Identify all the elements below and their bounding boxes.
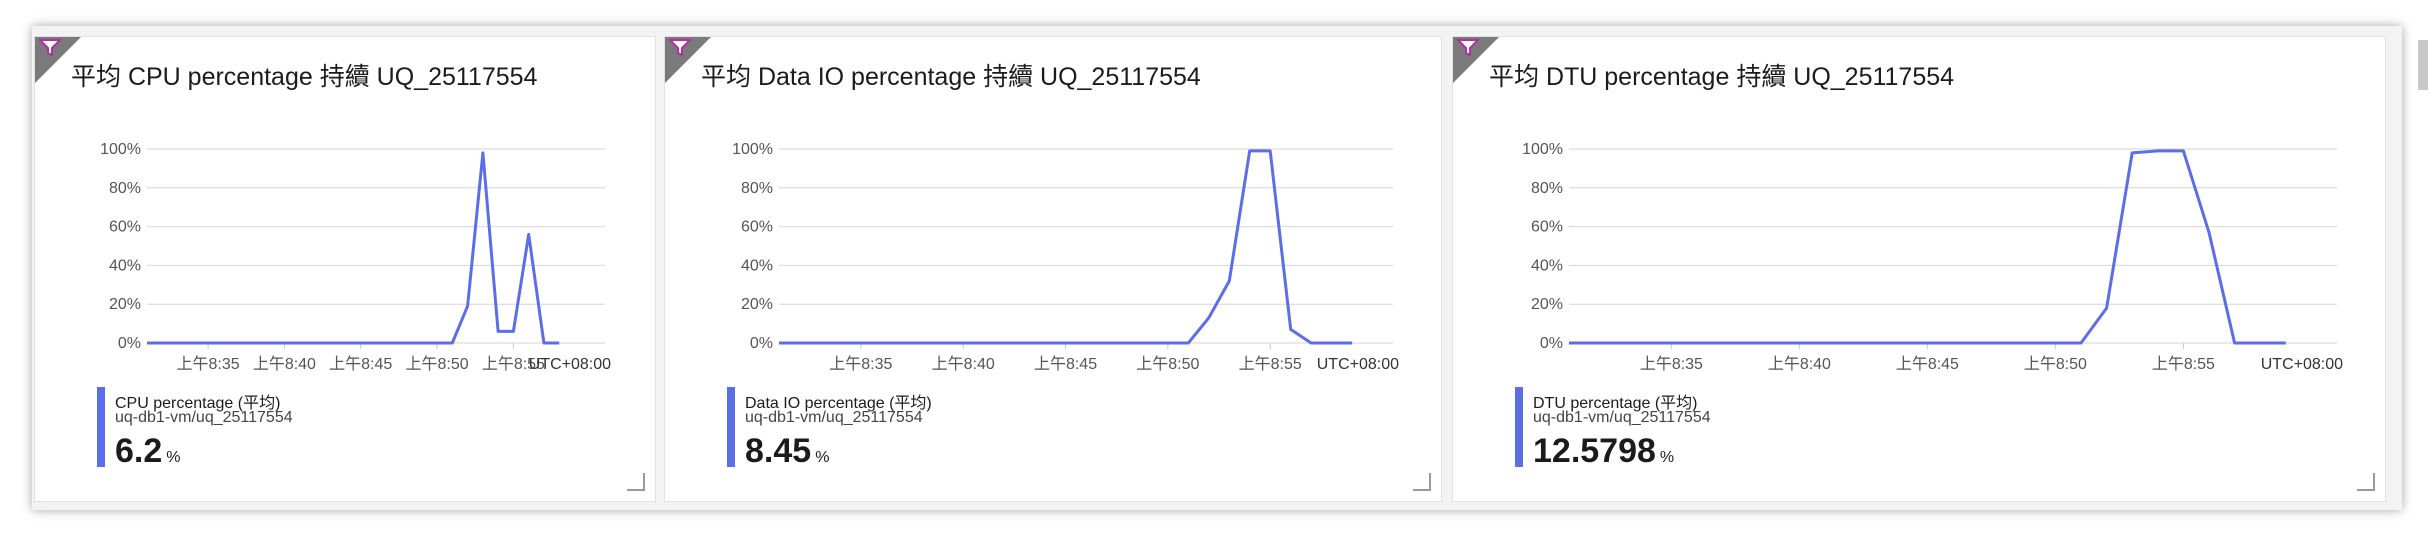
metric-tile-data-io[interactable]: 平均 Data IO percentage 持續 UQ_25117554 0% 2… (664, 36, 1442, 502)
x-tick-label: 上午8:55 (1239, 355, 1302, 373)
line-chart[interactable]: 0% 20% 40% 60% 80% 100% 上午8:35 上午8:40 上午8:45 上午8:… (35, 37, 656, 377)
legend-metric-name[interactable]: CPU percentage (平均) (115, 395, 281, 412)
legend-metric-name[interactable]: Data IO percentage (平均) (745, 395, 932, 412)
resize-handle[interactable] (2357, 473, 2375, 491)
metric-tile-cpu[interactable]: 平均 CPU percentage 持續 UQ_25117554 0% 20% 40… (34, 36, 656, 502)
x-tick-label: 上午8:40 (1768, 355, 1831, 373)
y-tick-label: 60% (1531, 219, 1563, 236)
legend-resource: uq-db1-vm/uq_25117554 (1533, 409, 1711, 426)
scrollbar[interactable] (2418, 40, 2428, 90)
y-tick-label: 100% (1522, 141, 1563, 158)
y-tick-label: 0% (750, 335, 773, 352)
tile-title: 平均 DTU percentage 持續 UQ_25117554 (1489, 63, 1955, 91)
metric-value: 8.45 (745, 432, 812, 470)
x-tick-label: 上午8:35 (176, 355, 239, 373)
timezone-label: UTC+08:00 (2261, 356, 2343, 373)
y-tick-label: 100% (100, 141, 141, 158)
y-tick-label: 100% (732, 141, 773, 158)
legend-color-bar (97, 387, 105, 467)
y-tick-label: 80% (1531, 180, 1563, 197)
series-line (1569, 149, 2286, 345)
filter-icon[interactable] (39, 39, 61, 57)
legend-color-bar (727, 387, 735, 467)
line-chart[interactable]: 0% 20% 40% 60% 80% 100% 上午8:35 上午8:40 上午8:45 上午8:… (665, 37, 1442, 377)
metric-unit: % (815, 449, 830, 466)
y-tick-label: 0% (1540, 335, 1563, 352)
tile-title: 平均 CPU percentage 持續 UQ_25117554 (71, 63, 538, 91)
legend-metric-name[interactable]: DTU percentage (平均) (1533, 395, 1698, 412)
legend-color-bar (1515, 387, 1523, 467)
resize-handle[interactable] (627, 473, 645, 491)
y-tick-label: 80% (741, 180, 773, 197)
tile-title: 平均 Data IO percentage 持續 UQ_25117554 (701, 63, 1201, 91)
line-chart[interactable]: 0% 20% 40% 60% 80% 100% 上午8:35 上午8:40 上午8:45 上午8:… (1453, 37, 2386, 377)
legend-resource: uq-db1-vm/uq_25117554 (745, 409, 923, 426)
metric-unit: % (1659, 449, 1675, 466)
y-tick-label: 20% (109, 296, 141, 313)
y-tick-label: 0% (118, 335, 141, 352)
filter-badge (1453, 37, 1499, 83)
y-tick-label: 40% (741, 257, 773, 274)
x-tick-label: 上午8:35 (829, 355, 892, 373)
x-tick-label: 上午8:55 (482, 355, 545, 373)
y-tick-label: 40% (1531, 257, 1563, 274)
series-line (779, 149, 1353, 345)
filter-badge (35, 37, 81, 83)
x-tick-label: 上午8:40 (253, 355, 316, 373)
y-tick-label: 80% (109, 180, 141, 197)
timezone-label: UTC+08:00 (529, 356, 611, 373)
metric-tile-dtu[interactable]: 平均 DTU percentage 持續 UQ_25117554 0% 20% 40… (1452, 36, 2386, 502)
legend-resource: uq-db1-vm/uq_25117554 (115, 409, 293, 426)
filter-icon[interactable] (669, 39, 691, 57)
legend-value: 12.5798% (1533, 432, 1674, 471)
x-tick-label: 上午8:50 (2024, 355, 2087, 373)
filter-icon[interactable] (1457, 39, 1479, 57)
legend-value: 8.45% (745, 432, 829, 471)
filter-badge (665, 37, 711, 83)
y-tick-label: 60% (109, 219, 141, 236)
x-tick-label: 上午8:50 (405, 355, 468, 373)
x-tick-label: 上午8:35 (1640, 355, 1703, 373)
y-tick-label: 60% (741, 219, 773, 236)
metric-value: 12.5798 (1533, 432, 1656, 470)
y-tick-label: 40% (109, 257, 141, 274)
timezone-label: UTC+08:00 (1317, 356, 1399, 373)
x-tick-label: 上午8:45 (1896, 355, 1959, 373)
y-tick-label: 20% (1531, 296, 1563, 313)
y-tick-label: 20% (741, 296, 773, 313)
x-tick-label: 上午8:50 (1136, 355, 1199, 373)
x-tick-label: 上午8:55 (2152, 355, 2215, 373)
legend-value: 6.2% (115, 432, 181, 471)
x-tick-label: 上午8:45 (1034, 355, 1097, 373)
x-tick-label: 上午8:40 (932, 355, 995, 373)
metric-value: 6.2 (115, 432, 163, 470)
series-line (147, 151, 560, 345)
resize-handle[interactable] (1413, 473, 1431, 491)
metric-unit: % (166, 449, 181, 466)
x-tick-label: 上午8:45 (329, 355, 392, 373)
